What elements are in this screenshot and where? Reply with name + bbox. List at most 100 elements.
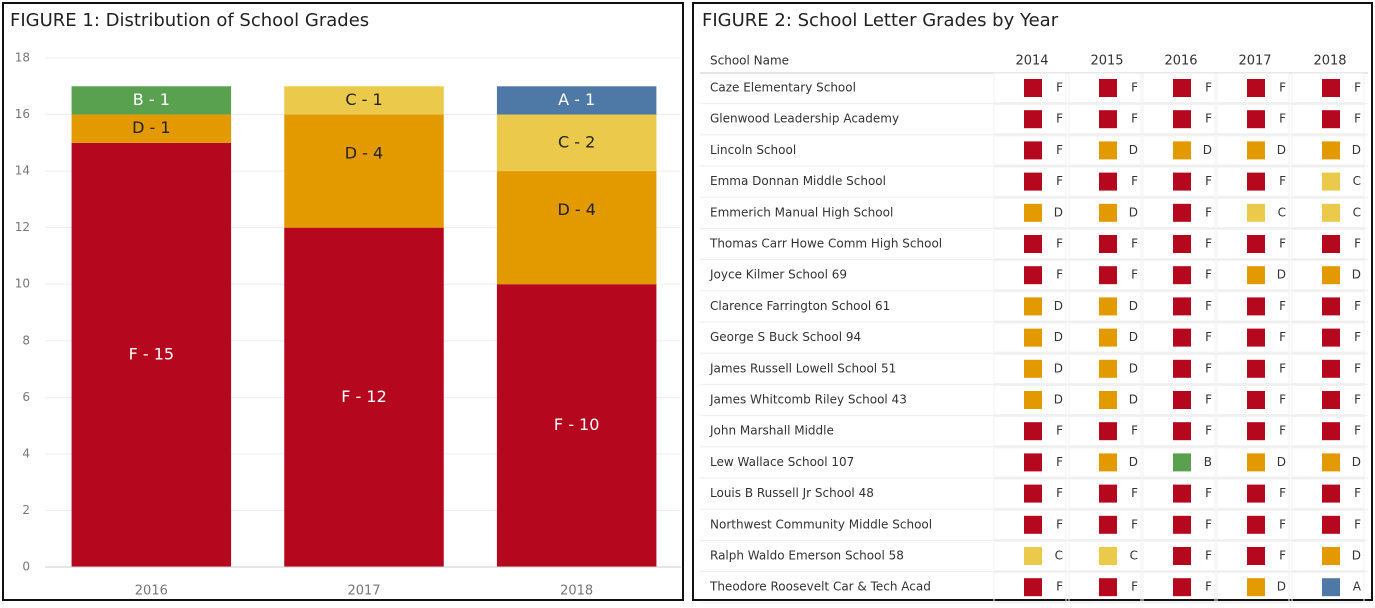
grade-letter: F xyxy=(1205,237,1212,251)
grade-cell xyxy=(1291,291,1365,322)
school-name: James Russell Lowell School 51 xyxy=(709,361,896,375)
grade-square xyxy=(1322,110,1340,129)
grade-cell xyxy=(1216,104,1290,135)
segment-label: D - 4 xyxy=(345,144,383,163)
grade-cell xyxy=(1142,135,1216,166)
grade-letter: F xyxy=(1205,549,1212,563)
grade-cell xyxy=(993,478,1067,509)
grade-square xyxy=(1173,515,1191,534)
grade-letter: F xyxy=(1279,112,1286,126)
school-name: Louis B Russell Jr School 48 xyxy=(710,486,874,500)
grade-square xyxy=(1173,79,1191,97)
segment-label: C - 1 xyxy=(345,90,382,109)
grade-letter: D xyxy=(1129,299,1138,313)
grade-square xyxy=(1024,266,1042,285)
grade-cell xyxy=(1142,572,1216,603)
column-header: School Name xyxy=(710,54,789,68)
grade-cell xyxy=(1216,166,1290,197)
grade-letter: F xyxy=(1205,299,1212,313)
grade-square xyxy=(1247,547,1265,565)
grade-letter: D xyxy=(1129,455,1138,469)
grade-cell xyxy=(1142,228,1216,260)
grade-square xyxy=(1173,297,1191,316)
grade-cell xyxy=(1068,384,1142,416)
grade-square xyxy=(1099,453,1117,472)
grade-cell xyxy=(1291,166,1365,197)
grade-square xyxy=(1099,391,1117,409)
grade-cell xyxy=(993,260,1067,291)
grade-cell xyxy=(1216,197,1290,228)
grade-square xyxy=(1024,359,1042,378)
bar-segment xyxy=(71,86,232,115)
grade-square xyxy=(1173,203,1191,222)
grade-letter: F xyxy=(1354,81,1361,95)
grade-cell xyxy=(1068,291,1142,322)
grade-letter: D xyxy=(1054,361,1063,375)
grade-square xyxy=(1024,515,1042,534)
grade-cell xyxy=(1291,478,1365,509)
grade-letter: F xyxy=(1205,174,1212,188)
grade-square xyxy=(1099,297,1117,316)
grade-square xyxy=(1099,110,1117,129)
grade-letter: F xyxy=(1354,393,1361,407)
grade-cell xyxy=(993,447,1067,478)
figure2-title: FIGURE 2: School Letter Grades by Year xyxy=(702,10,1059,31)
grade-letter: F xyxy=(1056,237,1063,251)
grade-cell xyxy=(1291,353,1365,384)
grade-square xyxy=(1173,328,1191,347)
grade-square xyxy=(1024,79,1042,97)
grade-square xyxy=(1099,359,1117,378)
figure1-title: FIGURE 1: Distribution of School Grades xyxy=(10,10,369,31)
grade-square xyxy=(1322,328,1340,347)
grade-cell xyxy=(1142,416,1216,447)
y-tick-label: 2 xyxy=(22,503,30,517)
grade-cell xyxy=(1291,572,1365,603)
grade-cell xyxy=(1068,104,1142,135)
grade-square xyxy=(1247,391,1265,409)
grade-cell xyxy=(1142,353,1216,384)
grade-cell xyxy=(993,416,1067,447)
grade-square xyxy=(1322,297,1340,316)
grade-cell xyxy=(1216,228,1290,260)
grade-letter: F xyxy=(1131,268,1138,282)
bar-segment xyxy=(496,114,657,172)
grade-letter: D xyxy=(1129,143,1138,157)
grade-letter: C xyxy=(1278,205,1286,219)
grade-square xyxy=(1247,203,1265,222)
grade-letter: F xyxy=(1056,143,1063,157)
grade-letter: A xyxy=(1353,580,1362,594)
grade-square xyxy=(1099,141,1117,160)
grade-letter: D xyxy=(1129,393,1138,407)
grade-square xyxy=(1322,422,1340,441)
school-name: George S Buck School 94 xyxy=(710,330,861,344)
grade-letter: F xyxy=(1056,81,1063,95)
grade-letter: F xyxy=(1056,174,1063,188)
grade-letter: C xyxy=(1055,549,1063,563)
grade-letter: D xyxy=(1054,330,1063,344)
grade-letter: F xyxy=(1279,237,1286,251)
grade-letter: D xyxy=(1129,330,1138,344)
grade-letter: F xyxy=(1131,81,1138,95)
segment-label: F - 12 xyxy=(341,387,387,406)
grade-square xyxy=(1247,484,1265,503)
grade-letter: F xyxy=(1279,361,1286,375)
bar-segment xyxy=(71,142,232,568)
grade-cell xyxy=(1291,384,1365,416)
grade-square xyxy=(1024,422,1042,441)
y-tick-label: 12 xyxy=(15,220,30,234)
grade-cell xyxy=(1291,135,1365,166)
grade-square xyxy=(1247,453,1265,472)
segment-label: A - 1 xyxy=(558,90,595,109)
grade-letter: F xyxy=(1131,424,1138,438)
y-tick-label: 6 xyxy=(22,390,30,404)
grade-cell xyxy=(1142,166,1216,197)
grade-cell xyxy=(1068,260,1142,291)
grade-cell xyxy=(1142,478,1216,509)
grade-square xyxy=(1247,141,1265,160)
grade-letter: D xyxy=(1352,455,1361,469)
school-name: Theodore Roosevelt Car & Tech Acad xyxy=(709,580,931,594)
grade-square xyxy=(1099,328,1117,347)
grade-cell xyxy=(1068,572,1142,603)
